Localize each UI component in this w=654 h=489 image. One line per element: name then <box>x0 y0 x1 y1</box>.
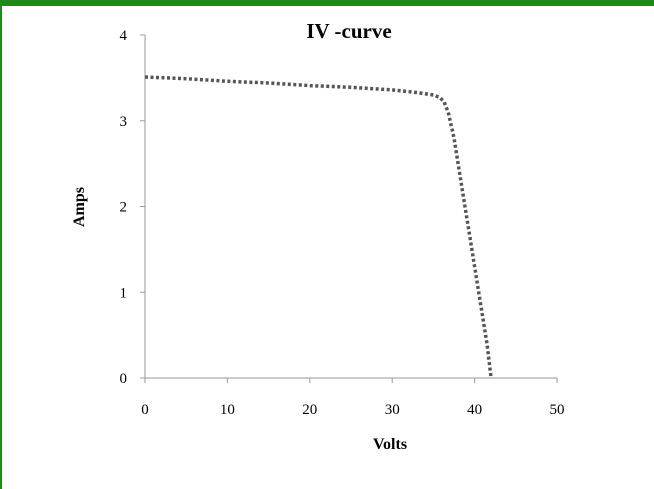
top-accent-bar <box>0 0 654 6</box>
chart-title: IV -curve <box>306 19 391 43</box>
y-tick-label: 4 <box>120 28 128 44</box>
series-line-iv <box>144 75 493 379</box>
x-tick-label: 0 <box>141 402 149 418</box>
y-axis-title: Amps <box>71 187 88 227</box>
left-accent-bar <box>0 0 2 489</box>
x-axis-ticks: 0 10 20 30 40 50 <box>141 378 565 418</box>
x-tick-label: 30 <box>385 402 400 418</box>
y-tick-label: 0 <box>120 371 128 387</box>
x-tick-label: 20 <box>302 402 317 418</box>
x-tick-label: 40 <box>467 402 482 418</box>
y-tick-label: 3 <box>120 114 128 130</box>
x-tick-label: 10 <box>220 402 235 418</box>
x-axis-title: Volts <box>373 436 407 453</box>
y-tick-label: 2 <box>120 200 128 216</box>
y-axis-ticks: 0 1 2 3 4 <box>120 28 145 387</box>
x-tick-label: 50 <box>550 402 565 418</box>
y-tick-label: 1 <box>120 285 128 301</box>
